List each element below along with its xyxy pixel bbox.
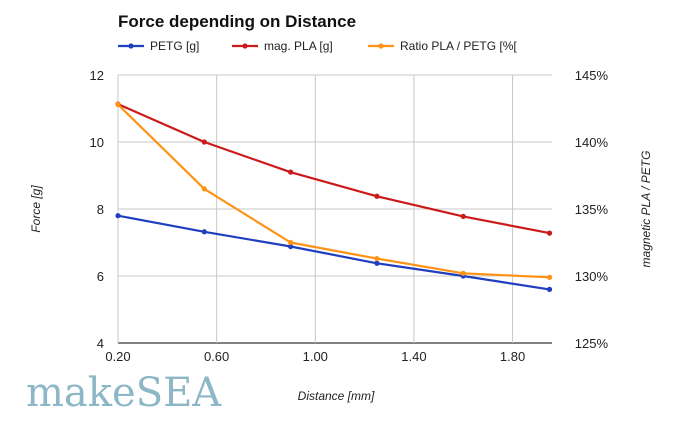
y2-tick-label: 135% <box>575 202 609 217</box>
data-point-2 <box>288 169 294 175</box>
data-point-1 <box>201 229 207 235</box>
data-point-2 <box>201 139 207 145</box>
data-point-3 <box>288 239 294 246</box>
y2-tick-label: 130% <box>575 269 609 284</box>
legend-marker <box>378 43 384 49</box>
y-tick-label: 6 <box>97 269 104 284</box>
data-point-2 <box>546 230 553 236</box>
data-point-1 <box>288 243 294 250</box>
legend-label: mag. PLA [g] <box>264 39 333 53</box>
data-point-3 <box>546 274 553 280</box>
y-tick-label: 4 <box>97 336 104 351</box>
series-line-1 <box>116 214 551 291</box>
data-point-3 <box>460 270 466 276</box>
x-tick-label: 1.80 <box>500 349 525 364</box>
y2-axis-ticks: 125% 130% 135% 140% 145% <box>575 68 609 351</box>
data-point-3 <box>201 186 207 192</box>
x-tick-label: 1.00 <box>303 349 328 364</box>
legend-marker <box>242 43 248 49</box>
series-lines <box>115 101 553 292</box>
gridlines <box>117 74 552 344</box>
y-axis-ticks: 4 6 8 10 12 <box>90 68 104 351</box>
y2-tick-label: 145% <box>575 68 609 83</box>
data-point-1 <box>115 213 121 219</box>
series-line-2 <box>116 102 551 235</box>
y-tick-label: 8 <box>97 202 104 217</box>
data-point-3 <box>374 255 380 262</box>
y2-tick-label: 140% <box>575 135 609 150</box>
legend: PETG [g] mag. PLA [g] Ratio PLA / PETG [%[ <box>118 39 517 53</box>
series-line-3 <box>116 103 551 279</box>
x-tick-label: 0.60 <box>204 349 229 364</box>
y2-tick-label: 125% <box>575 336 609 351</box>
legend-label: PETG [g] <box>150 39 199 53</box>
y-tick-label: 12 <box>90 68 104 83</box>
x-axis-ticks: 0.20 0.60 1.00 1.40 1.80 <box>105 349 525 364</box>
x-tick-label: 1.40 <box>401 349 426 364</box>
y2-axis-label: magnetic PLA / PETG <box>639 151 653 268</box>
legend-marker <box>128 43 134 49</box>
data-point-1 <box>374 260 380 266</box>
makesea-logo: makeSEA <box>26 370 222 416</box>
data-point-2 <box>374 193 380 199</box>
data-point-1 <box>546 286 553 292</box>
y-axis-label: Force [g] <box>29 185 43 233</box>
legend-label: Ratio PLA / PETG [%[ <box>400 39 517 53</box>
y-tick-label: 10 <box>90 135 104 150</box>
data-point-3 <box>115 101 121 108</box>
data-point-2 <box>460 213 466 219</box>
x-tick-label: 0.20 <box>105 349 130 364</box>
x-axis-label: Distance [mm] <box>298 389 375 403</box>
chart-title: Force depending on Distance <box>118 12 356 31</box>
